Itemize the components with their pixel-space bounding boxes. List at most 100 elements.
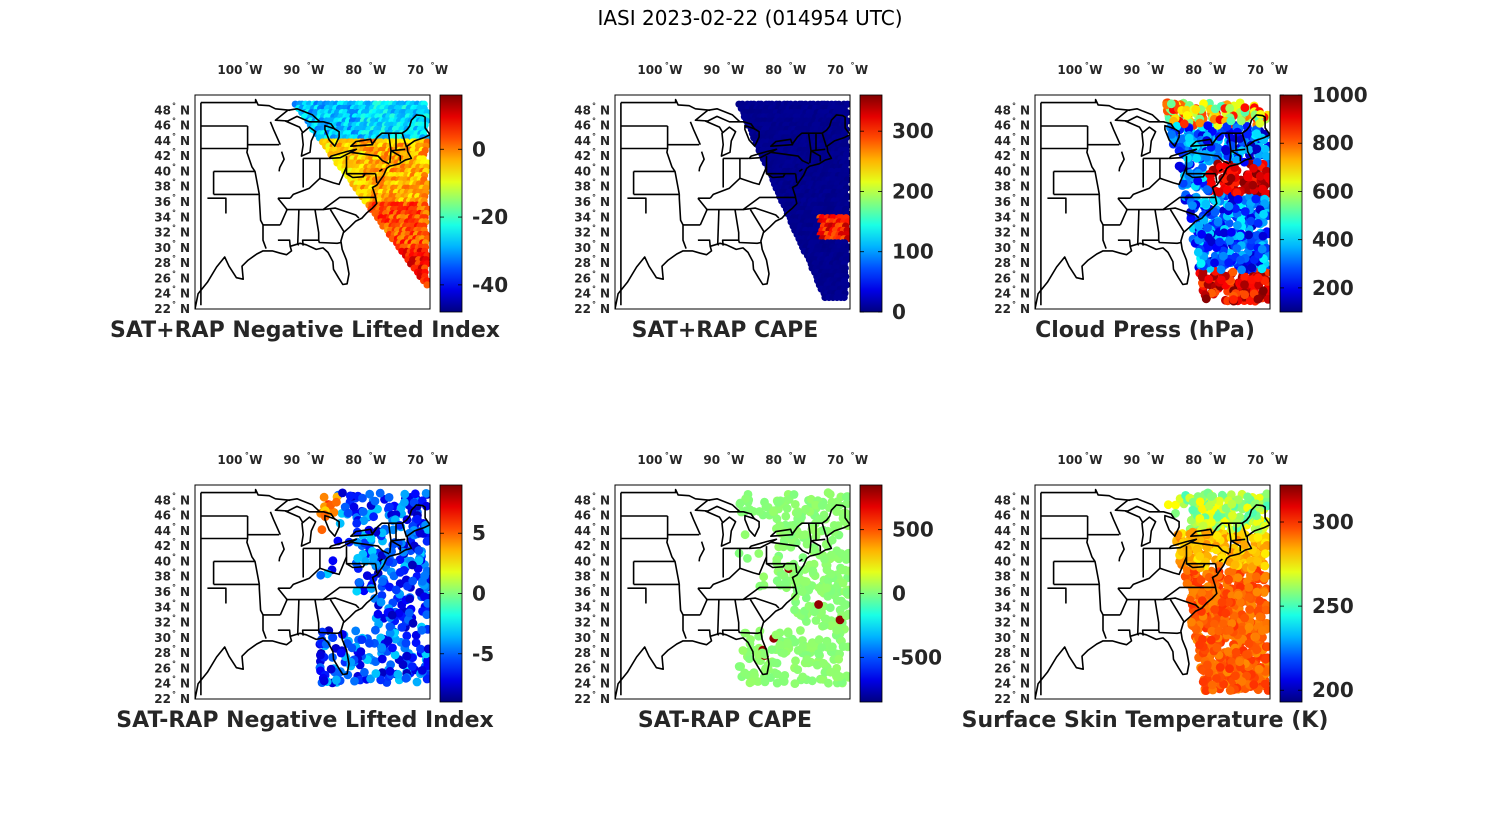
- data-point: [1255, 596, 1264, 606]
- data-point: [404, 608, 414, 618]
- lat-tick-label: 32: [154, 616, 171, 630]
- degree-symbol: °: [172, 101, 176, 110]
- lat-tick-label: 26: [574, 661, 591, 675]
- lat-tick-label: 36: [574, 195, 591, 209]
- lat-hemi-label: N: [1020, 195, 1030, 209]
- data-point: [1240, 540, 1249, 550]
- state-line: [1136, 209, 1140, 245]
- data-point: [422, 536, 430, 546]
- degree-symbol: °: [592, 162, 596, 171]
- lat-hemi-label: N: [1020, 149, 1030, 163]
- data-point: [840, 601, 850, 610]
- state-line: [1162, 207, 1200, 219]
- lon-hemi-label: W: [1275, 63, 1288, 77]
- data-point: [316, 570, 326, 580]
- degree-symbol: °: [727, 451, 731, 460]
- lat-hemi-label: N: [180, 524, 190, 538]
- data-point: [740, 530, 750, 540]
- great-lake: [720, 126, 737, 157]
- lat-hemi-label: N: [600, 287, 610, 301]
- lat-hemi-label: N: [600, 103, 610, 117]
- data-point: [838, 642, 848, 651]
- state-line: [269, 121, 282, 146]
- lat-tick-label: 22: [574, 692, 591, 706]
- data-point: [328, 633, 338, 642]
- data-point: [841, 555, 850, 564]
- lat-tick-label: 32: [994, 616, 1011, 630]
- data-point: [1259, 209, 1268, 219]
- lat-tick-label: 48: [154, 493, 171, 507]
- lat-tick-label: 42: [154, 149, 171, 163]
- degree-symbol: °: [1012, 208, 1016, 217]
- degree-symbol: °: [1012, 239, 1016, 248]
- degree-symbol: °: [665, 61, 669, 70]
- lat-tick-label: 24: [154, 677, 171, 691]
- data-point: [796, 626, 805, 635]
- state-line: [277, 239, 291, 247]
- data-point: [1219, 251, 1228, 261]
- data-point: [328, 556, 338, 566]
- lon-hemi-label: W: [669, 63, 682, 77]
- data-point: [1252, 144, 1262, 154]
- data-point: [1171, 508, 1180, 518]
- data-point: [808, 567, 818, 577]
- map-plot: 100 ° W 90 ° W 80 ° W 70 ° W48 ° N46 ° N44 ° N42 ° N40 ° N38 °…: [574, 451, 942, 706]
- degree-symbol: °: [172, 598, 176, 607]
- lat-hemi-label: N: [600, 509, 610, 523]
- data-point: [355, 578, 364, 587]
- data-point: [1226, 173, 1236, 183]
- state-line: [766, 173, 786, 179]
- data-point: [1261, 151, 1270, 161]
- degree-symbol: °: [369, 61, 373, 70]
- state-line: [1118, 541, 1125, 562]
- data-point: [1193, 247, 1203, 257]
- degree-symbol: °: [592, 132, 596, 141]
- data-point: [1195, 514, 1205, 523]
- colorbar-tick-label: 0: [472, 137, 486, 161]
- degree-symbol: °: [850, 451, 854, 460]
- lat-hemi-label: N: [180, 509, 190, 523]
- lat-hemi-label: N: [600, 180, 610, 194]
- data-point: [744, 654, 754, 664]
- data-point: [408, 618, 418, 628]
- data-point: [1261, 605, 1270, 615]
- state-line: [705, 586, 795, 601]
- state-line: [1230, 540, 1242, 552]
- data-point: [1260, 561, 1270, 571]
- lat-hemi-label: N: [180, 210, 190, 224]
- great-lake: [324, 514, 340, 537]
- state-line: [350, 151, 390, 165]
- colorbar: [1279, 94, 1303, 313]
- state-line: [737, 629, 762, 635]
- degree-symbol: °: [1270, 451, 1274, 460]
- data-point: [832, 596, 842, 605]
- data-point: [1263, 642, 1270, 652]
- data-point: [1233, 590, 1243, 600]
- data-point: [754, 549, 764, 558]
- state-line: [749, 209, 765, 233]
- data-point: [743, 554, 752, 563]
- state-line: [374, 563, 378, 574]
- data-point: [783, 628, 793, 638]
- data-point: [423, 656, 430, 666]
- degree-symbol: °: [307, 451, 311, 460]
- colorbar-tick-label: 500: [892, 518, 934, 542]
- data-point: [842, 587, 850, 597]
- data-point: [1240, 613, 1250, 623]
- state-line: [1230, 150, 1242, 162]
- data-point: [1166, 99, 1176, 109]
- data-point: [376, 675, 386, 685]
- degree-symbol: °: [592, 300, 596, 309]
- lon-tick-label: 70: [1247, 453, 1264, 467]
- data-point: [1258, 286, 1268, 296]
- colorbar-tick-label: 600: [1312, 179, 1354, 203]
- lon-tick-label: 90: [1123, 63, 1140, 77]
- data-point: [1221, 146, 1231, 156]
- lon-hemi-label: W: [1151, 453, 1164, 467]
- state-line: [704, 120, 724, 133]
- data-point: [1203, 660, 1212, 670]
- lon-hemi-label: W: [1213, 453, 1226, 467]
- data-point: [338, 488, 347, 498]
- state-line: [1086, 126, 1101, 195]
- great-lake: [1168, 538, 1198, 550]
